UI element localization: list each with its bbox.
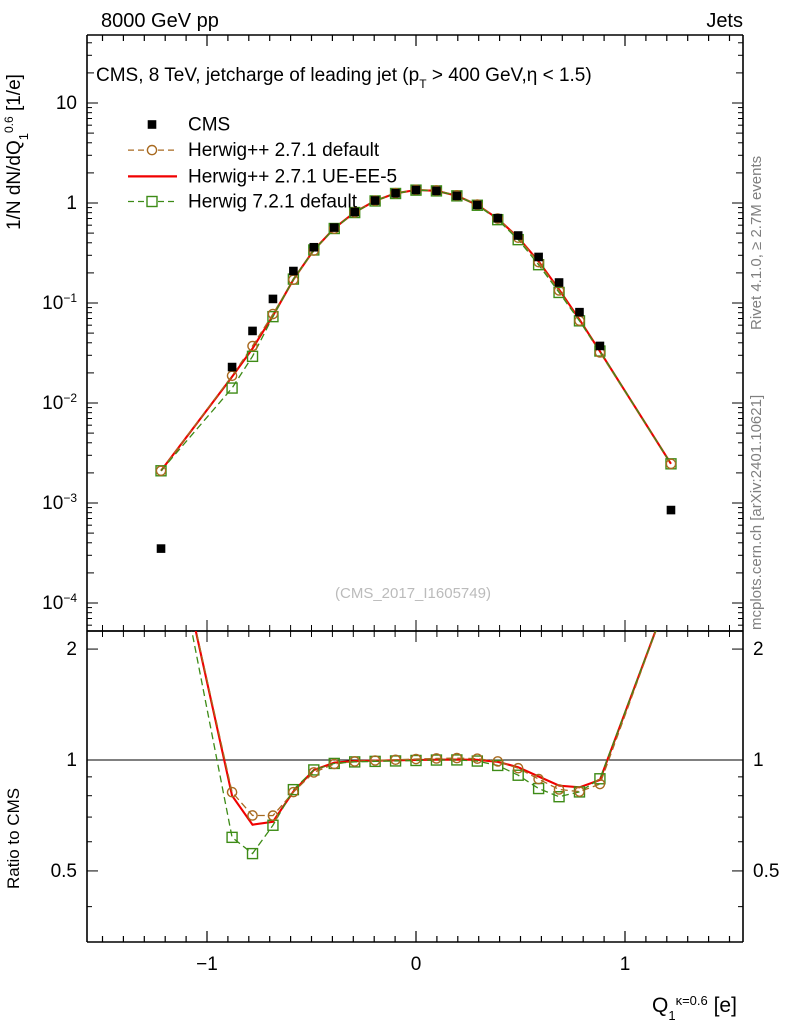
svg-text:Herwig++ 2.7.1 default: Herwig++ 2.7.1 default xyxy=(188,140,380,161)
svg-text:10−3: 10−3 xyxy=(42,491,77,514)
svg-text:Q1κ=0.6 [e]: Q1κ=0.6 [e] xyxy=(652,993,737,1023)
svg-text:1: 1 xyxy=(66,750,77,771)
svg-text:mcplots.cern.ch [arXiv:2401.10: mcplots.cern.ch [arXiv:2401.10621] xyxy=(748,395,765,630)
svg-text:0: 0 xyxy=(411,954,422,975)
svg-text:Herwig++ 2.7.1 UE-EE-5: Herwig++ 2.7.1 UE-EE-5 xyxy=(188,166,397,187)
svg-text:1: 1 xyxy=(620,954,631,975)
svg-text:CMS: CMS xyxy=(188,115,230,136)
svg-text:1/N dN/dQ10.6 [1/e]: 1/N dN/dQ10.6 [1/e] xyxy=(2,74,31,230)
svg-text:0.5: 0.5 xyxy=(753,861,779,882)
svg-text:10: 10 xyxy=(56,93,77,114)
svg-text:2: 2 xyxy=(753,639,764,660)
svg-text:Herwig 7.2.1 default: Herwig 7.2.1 default xyxy=(188,192,358,213)
svg-text:0.5: 0.5 xyxy=(51,861,77,882)
svg-text:1: 1 xyxy=(753,750,764,771)
svg-text:Rivet 4.1.0, ≥ 2.7M events: Rivet 4.1.0, ≥ 2.7M events xyxy=(748,156,765,330)
svg-text:CMS, 8 TeV, jetcharge of leadi: CMS, 8 TeV, jetcharge of leading jet (pT… xyxy=(96,65,592,91)
svg-text:2: 2 xyxy=(66,639,77,660)
svg-text:(CMS_2017_I1605749): (CMS_2017_I1605749) xyxy=(335,585,491,602)
svg-text:8000 GeV pp: 8000 GeV pp xyxy=(101,10,219,32)
svg-text:Jets: Jets xyxy=(706,10,743,32)
svg-text:10−2: 10−2 xyxy=(42,391,77,414)
svg-text:10−4: 10−4 xyxy=(42,591,77,614)
svg-text:−1: −1 xyxy=(196,954,218,975)
svg-text:10−1: 10−1 xyxy=(42,291,77,314)
svg-text:1: 1 xyxy=(66,193,77,214)
svg-text:Ratio to CMS: Ratio to CMS xyxy=(4,788,23,889)
